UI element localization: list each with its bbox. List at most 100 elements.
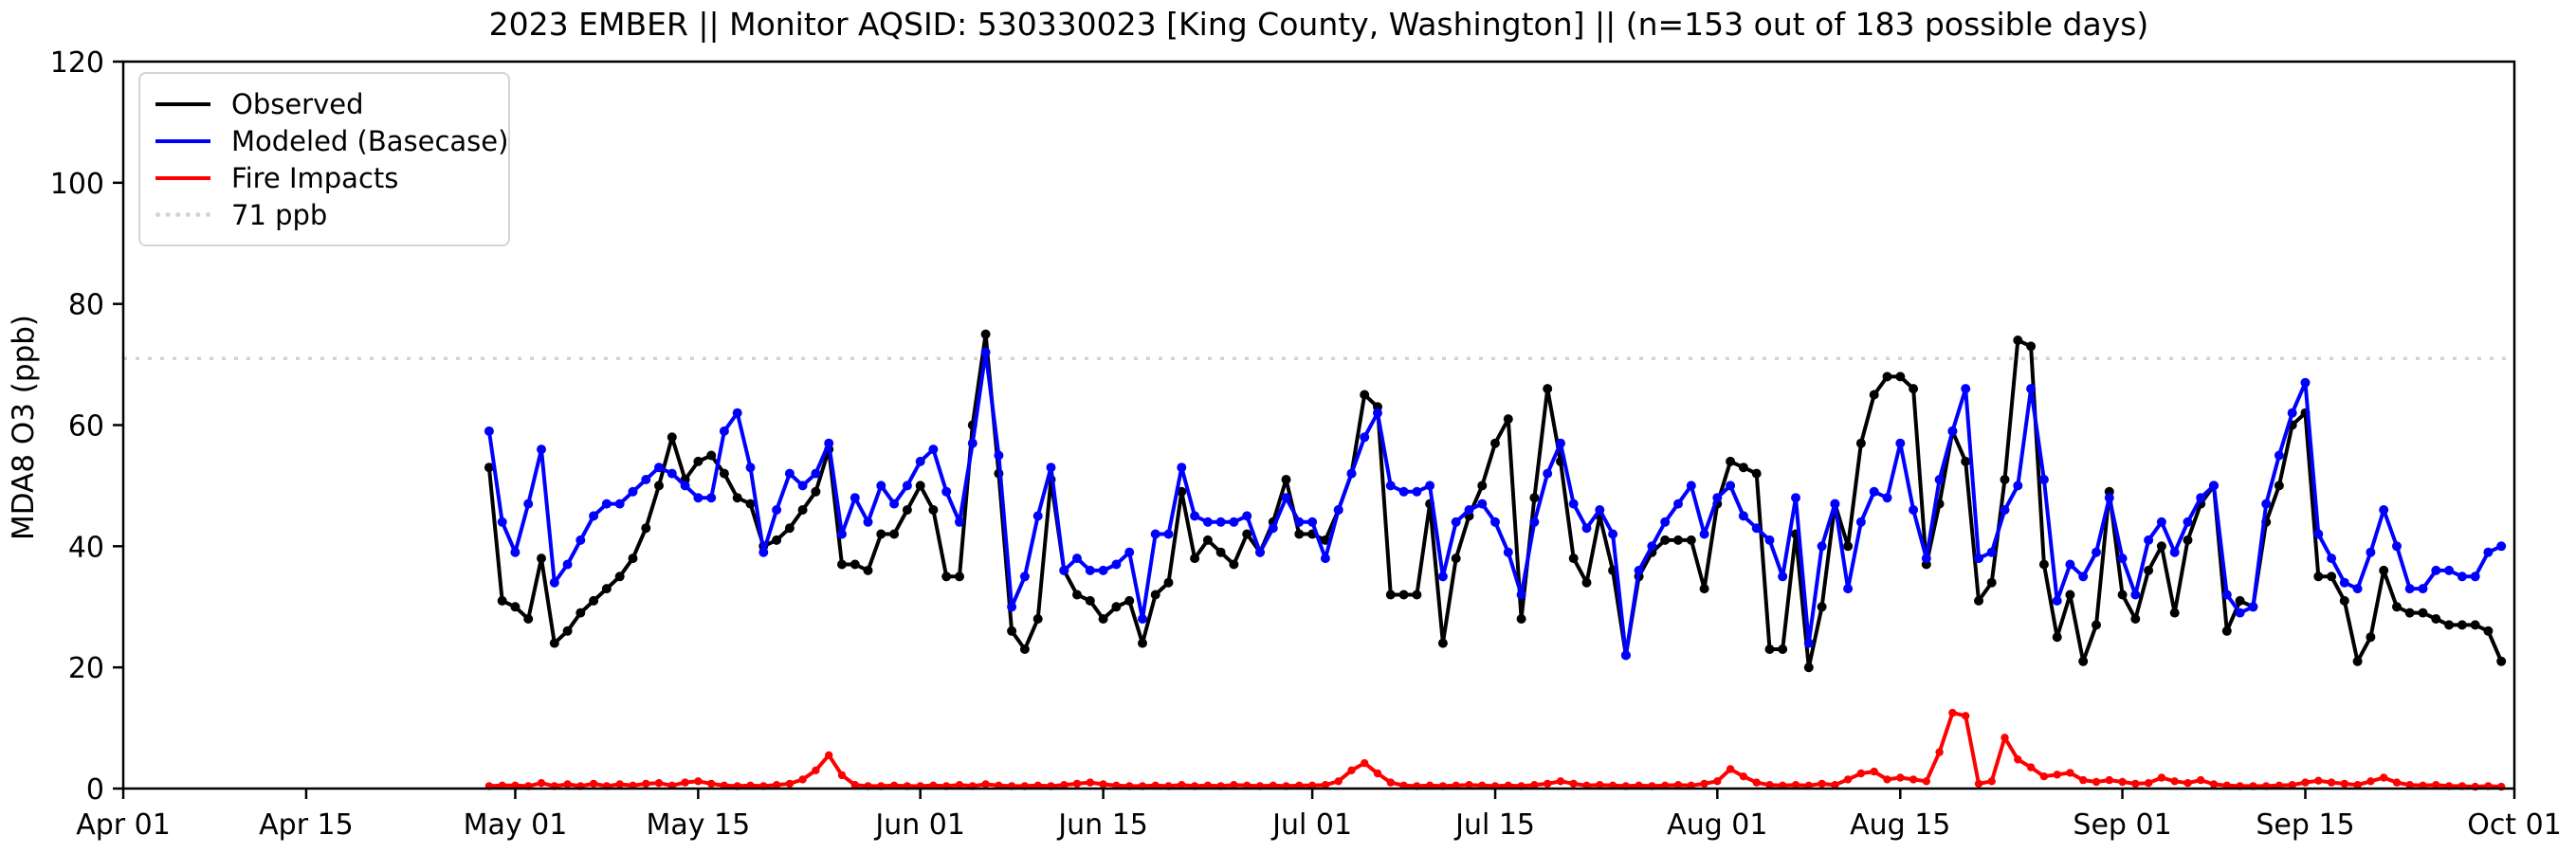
data-point	[1007, 602, 1017, 612]
data-point	[2274, 481, 2284, 491]
data-point	[497, 517, 507, 527]
data-point	[1425, 481, 1435, 491]
data-point	[955, 517, 964, 527]
data-point	[797, 505, 808, 515]
data-point	[1229, 517, 1239, 527]
data-point	[628, 486, 638, 497]
data-point	[1712, 493, 1723, 503]
data-point	[1124, 547, 1135, 557]
data-point	[2288, 781, 2296, 789]
data-point	[2221, 590, 2232, 600]
data-point	[1477, 499, 1488, 509]
data-point	[2065, 559, 2075, 570]
data-point	[694, 777, 703, 786]
data-point	[2327, 572, 2337, 582]
data-point	[2209, 780, 2219, 789]
data-point	[1072, 590, 1082, 600]
legend-item-threshold: 71 ppb	[155, 196, 491, 233]
data-point	[1163, 529, 1174, 539]
data-point	[2313, 572, 2324, 582]
data-point	[1765, 781, 1774, 789]
data-point	[2405, 781, 2414, 789]
data-point	[876, 481, 886, 491]
data-point	[994, 450, 1004, 461]
data-point	[2352, 656, 2363, 666]
data-point	[628, 554, 638, 564]
data-point	[2457, 620, 2467, 630]
data-point	[2418, 584, 2428, 594]
data-point	[980, 347, 991, 357]
data-point	[811, 468, 821, 479]
series-line-modeled-basecase-	[486, 350, 2504, 658]
x-tick-label: May 15	[647, 808, 751, 842]
data-point	[1922, 777, 1931, 786]
data-point	[2026, 763, 2036, 771]
data-point	[2392, 541, 2402, 552]
data-point	[562, 626, 573, 636]
data-point	[2444, 620, 2455, 630]
x-tick-label: Aug 01	[1667, 808, 1767, 842]
data-point	[1465, 781, 1473, 789]
data-point	[2392, 778, 2402, 787]
data-point	[1373, 408, 1382, 418]
data-point	[549, 577, 559, 588]
data-point	[1974, 554, 1983, 564]
data-point	[2131, 779, 2140, 789]
data-point	[654, 481, 664, 491]
legend-label: 71 ppb	[231, 198, 328, 231]
data-point	[2418, 608, 2428, 618]
data-point	[1581, 577, 1592, 588]
data-point	[1948, 708, 1957, 717]
data-point	[706, 493, 717, 503]
data-point	[784, 523, 795, 534]
data-point	[967, 438, 977, 448]
data-point	[1490, 438, 1500, 448]
data-point	[2038, 559, 2049, 570]
data-point	[1398, 486, 1409, 497]
data-point	[1556, 438, 1565, 448]
data-point	[1764, 644, 1775, 654]
data-point	[537, 445, 546, 455]
y-tick-label: 60	[68, 410, 104, 444]
data-point	[1791, 493, 1800, 503]
data-point	[1268, 523, 1278, 534]
data-point	[1163, 577, 1174, 588]
data-point	[1870, 767, 1878, 776]
data-point	[1307, 517, 1318, 527]
data-point	[681, 778, 689, 787]
x-tick-label: Apr 01	[76, 808, 171, 842]
data-point	[2000, 505, 2010, 515]
legend-item-modeled: Modeled (Basecase)	[155, 122, 508, 159]
data-point	[2235, 608, 2245, 618]
data-point	[1843, 541, 1854, 552]
data-point	[1177, 463, 1187, 473]
x-tick-label: Oct 01	[2467, 808, 2562, 842]
data-point	[955, 572, 964, 582]
data-point	[1294, 517, 1305, 527]
data-point	[1215, 517, 1226, 527]
data-point	[667, 468, 677, 479]
data-point	[2144, 779, 2153, 788]
x-tick-label: Sep 01	[2073, 808, 2171, 842]
chart-title: 2023 EMBER || Monitor AQSID: 530330023 […	[488, 6, 2149, 43]
data-point	[1987, 777, 1996, 786]
data-point	[2432, 781, 2440, 789]
data-point	[1869, 486, 1879, 497]
data-point	[1673, 781, 1683, 789]
data-point	[955, 781, 964, 789]
data-point	[1738, 511, 1748, 521]
data-point	[2066, 769, 2074, 777]
data-point	[1281, 493, 1291, 503]
data-point	[1896, 773, 1905, 782]
data-point	[2026, 341, 2037, 352]
data-point	[2313, 529, 2324, 539]
data-point	[1843, 775, 1853, 784]
data-point	[1738, 463, 1748, 473]
data-point	[2170, 777, 2179, 786]
data-point	[575, 535, 586, 545]
data-point	[1869, 390, 1879, 400]
data-point	[1817, 602, 1827, 612]
series-line-fire-impacts	[486, 711, 2504, 789]
data-point	[980, 329, 991, 339]
data-point	[981, 780, 990, 789]
